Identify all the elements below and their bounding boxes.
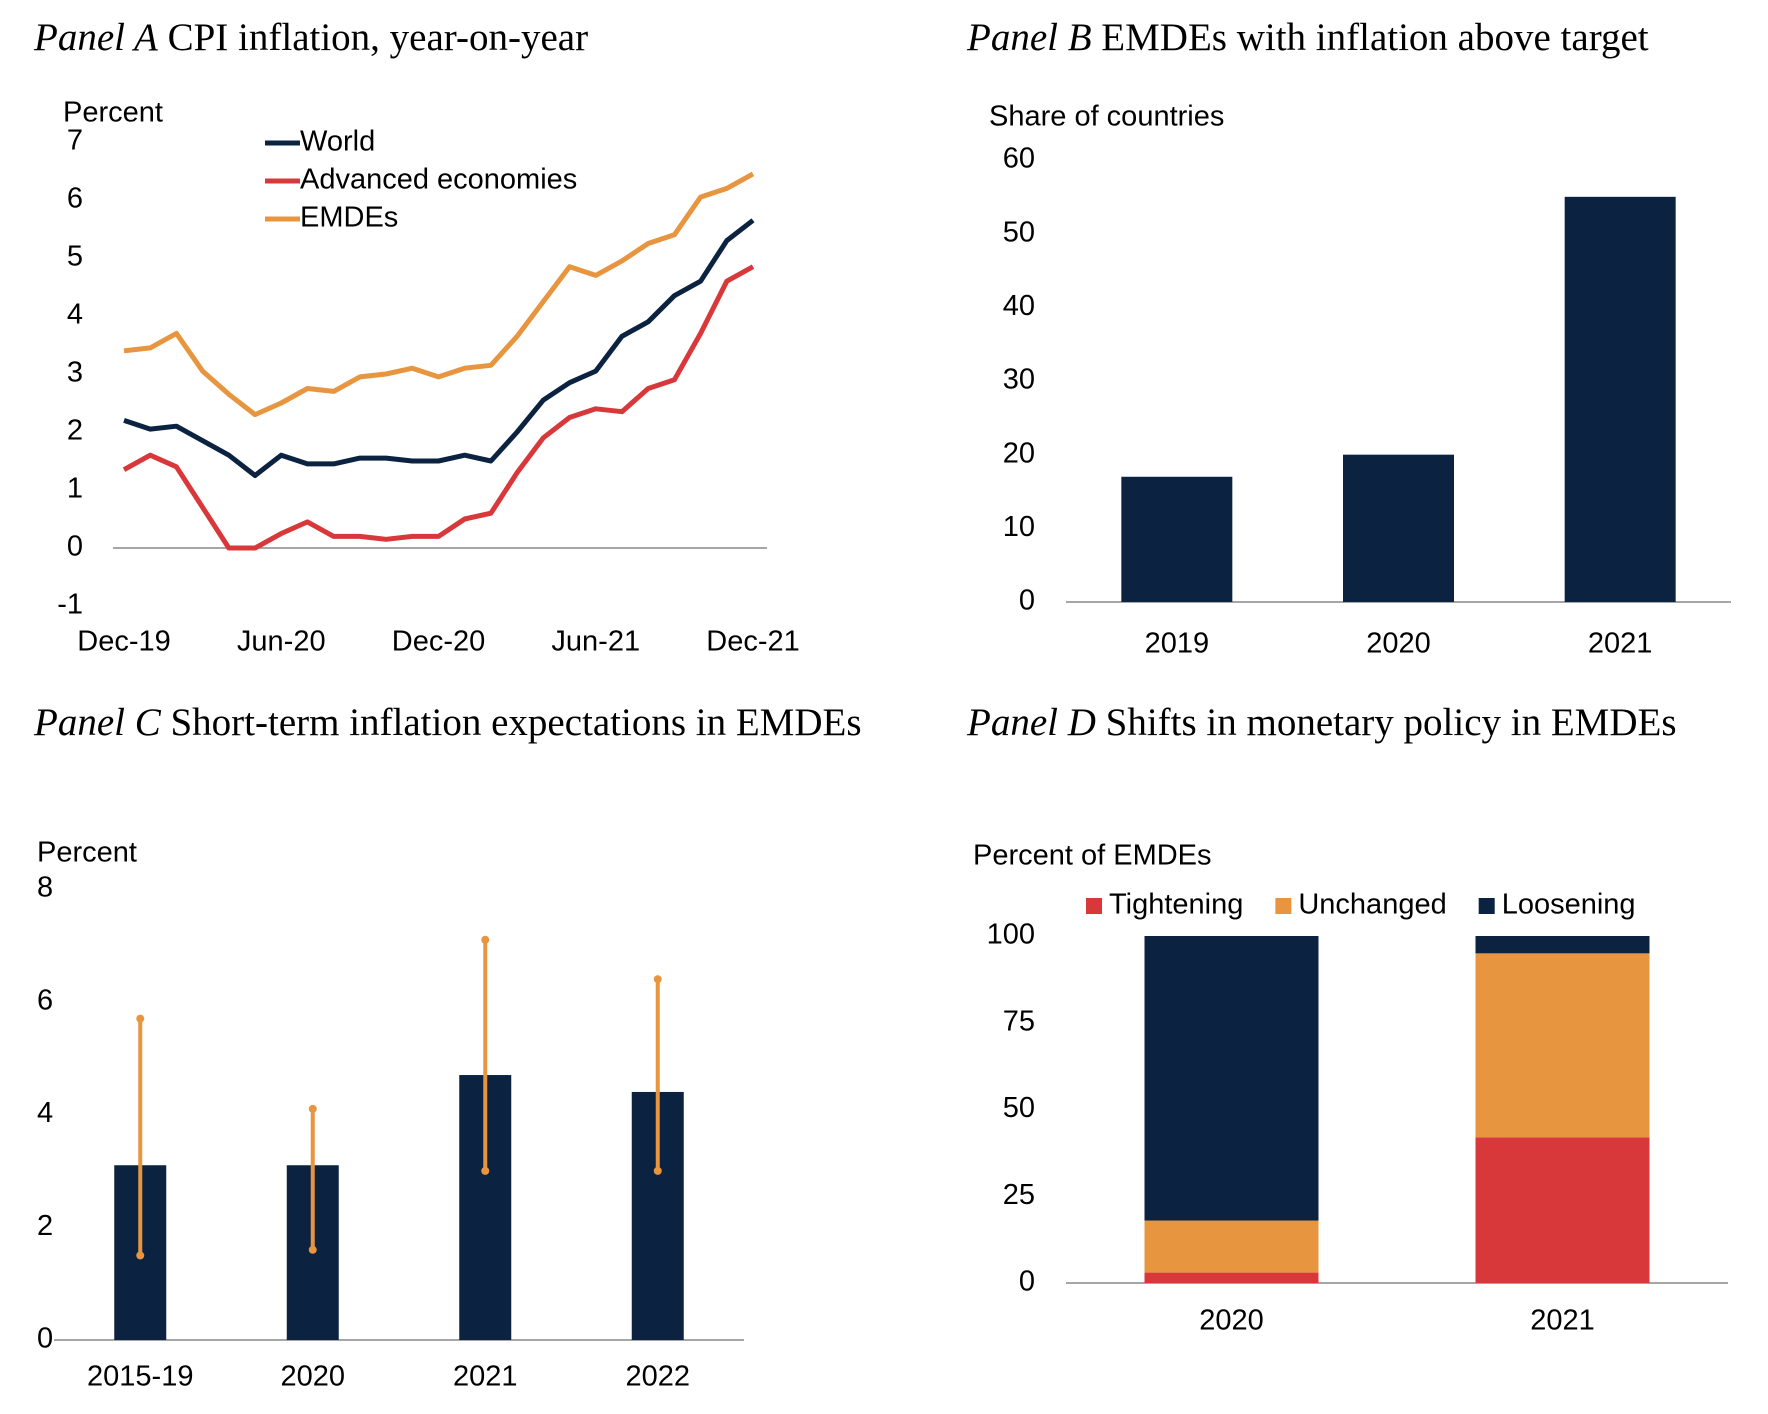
- y-axis-label: Percent of EMDEs: [973, 840, 1212, 872]
- y-tick-label: 6: [37, 984, 53, 1016]
- y-tick-label: -1: [57, 589, 83, 621]
- y-tick-label: 1: [67, 473, 83, 505]
- x-tick-label: 2021: [453, 1361, 518, 1393]
- y-tick-label: 0: [37, 1323, 53, 1355]
- y-tick-label: 25: [1003, 1179, 1035, 1211]
- x-tick-label: 2019: [1145, 628, 1210, 660]
- x-tick-label: Dec-19: [77, 626, 171, 658]
- error-cap: [308, 1104, 317, 1113]
- panel-label: Panel D: [967, 701, 1096, 744]
- panel-title: Panel D Shifts in monetary policy in EMD…: [967, 695, 1767, 750]
- y-axis-label: Percent: [37, 837, 137, 869]
- bar: [1343, 454, 1454, 602]
- x-tick-label: 2021: [1530, 1305, 1595, 1337]
- y-tick-label: 75: [1003, 1005, 1035, 1037]
- legend-label: Loosening: [1502, 889, 1636, 921]
- error-cap: [653, 975, 662, 984]
- chart-title: Shifts in monetary policy in EMDEs: [1105, 701, 1677, 744]
- legend-swatch: [1086, 898, 1102, 914]
- legend-label: Unchanged: [1298, 889, 1446, 921]
- y-tick-label: 2: [37, 1210, 53, 1242]
- y-tick-label: 50: [1003, 216, 1035, 248]
- chart-title: Short-term inflation expectations in EMD…: [170, 701, 862, 744]
- y-tick-label: 0: [1019, 585, 1035, 617]
- y-tick-label: 0: [67, 531, 83, 563]
- y-tick-label: 4: [37, 1097, 53, 1129]
- bar: [1121, 476, 1233, 602]
- error-cap: [481, 935, 490, 944]
- y-axis-label: Percent: [63, 97, 163, 129]
- y-tick-label: 5: [67, 241, 83, 273]
- error-cap: [136, 1014, 145, 1023]
- panel-title: Panel A CPI inflation, year-on-year: [34, 10, 934, 65]
- error-cap: [653, 1166, 662, 1175]
- x-tick-label: Dec-21: [706, 626, 800, 658]
- y-tick-label: 20: [1003, 437, 1035, 469]
- line-series: [122, 264, 755, 551]
- panel-title: Panel C Short-term inflation expectation…: [34, 695, 922, 750]
- legend-swatch: [1275, 898, 1292, 914]
- panel-label: Panel C: [34, 701, 161, 744]
- panel-label: Panel A: [34, 16, 158, 59]
- y-tick-label: 60: [1003, 143, 1035, 175]
- chart-title: CPI inflation, year-on-year: [167, 16, 589, 59]
- legend-label: World: [300, 126, 375, 158]
- y-tick-label: 40: [1003, 290, 1035, 322]
- y-tick-label: 3: [67, 357, 83, 389]
- bar-segment: [1475, 936, 1650, 954]
- x-tick-label: 2020: [1199, 1305, 1264, 1337]
- y-tick-label: 50: [1003, 1092, 1035, 1124]
- y-tick-label: 10: [1003, 511, 1035, 543]
- legend-label: Tightening: [1109, 889, 1243, 921]
- panel-label: Panel B: [967, 16, 1092, 59]
- x-tick-label: 2022: [625, 1361, 690, 1393]
- y-tick-label: 6: [67, 183, 83, 215]
- x-tick-label: 2020: [1366, 628, 1431, 660]
- chart-title: EMDEs with inflation above target: [1101, 16, 1649, 59]
- error-cap: [481, 1166, 490, 1175]
- line-series: [123, 218, 755, 478]
- panel-title: Panel B EMDEs with inflation above targe…: [967, 10, 1767, 65]
- x-tick-label: Jun-21: [551, 626, 640, 658]
- bar-segment: [1144, 1272, 1319, 1283]
- y-tick-label: 100: [987, 919, 1035, 951]
- y-tick-label: 30: [1003, 364, 1035, 396]
- y-tick-label: 0: [1019, 1266, 1035, 1298]
- bar-segment: [1475, 1137, 1650, 1283]
- bar: [1564, 196, 1676, 603]
- y-tick-label: 7: [67, 125, 83, 157]
- x-tick-label: 2021: [1588, 628, 1653, 660]
- bar-segment: [1475, 953, 1650, 1138]
- legend-label: EMDEs: [300, 202, 398, 234]
- bar-segment: [1144, 1220, 1319, 1273]
- bar-segment: [1144, 936, 1319, 1221]
- y-tick-label: 4: [67, 299, 83, 331]
- legend-swatch: [1478, 898, 1495, 914]
- legend-label: Advanced economies: [300, 164, 577, 196]
- x-tick-label: 2020: [280, 1361, 345, 1393]
- y-axis-label: Share of countries: [989, 101, 1224, 133]
- x-tick-label: Jun-20: [237, 626, 326, 658]
- error-cap: [308, 1245, 317, 1254]
- x-tick-label: Dec-20: [392, 626, 486, 658]
- x-tick-label: 2015-19: [87, 1361, 193, 1393]
- line-series: [123, 171, 755, 418]
- y-tick-label: 8: [37, 872, 53, 904]
- error-cap: [136, 1251, 145, 1260]
- y-tick-label: 2: [67, 415, 83, 447]
